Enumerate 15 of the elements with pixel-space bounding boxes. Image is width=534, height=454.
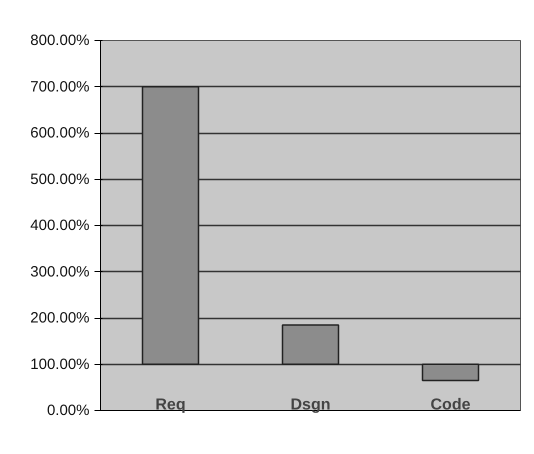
x-tick-label: Dsgn (290, 396, 330, 414)
y-tick-label: 200.00% (30, 310, 90, 326)
x-tick-label: Req (155, 396, 186, 414)
bar (282, 324, 340, 365)
y-tick-label: 700.00% (30, 78, 90, 96)
y-tick-label: 300.00% (30, 263, 90, 280)
y-tick-label: 600.00% (30, 124, 90, 142)
y-tick-label: 0.00% (46, 402, 90, 419)
y-tick-label: 400.00% (30, 217, 90, 234)
y-tick-label: 100.00% (30, 356, 90, 373)
y-tick-label: 800.00% (30, 32, 90, 49)
x-tick-label: Code (430, 396, 471, 414)
bar (142, 86, 200, 365)
y-tick-label: 500.00% (30, 170, 90, 188)
bar (422, 364, 480, 382)
